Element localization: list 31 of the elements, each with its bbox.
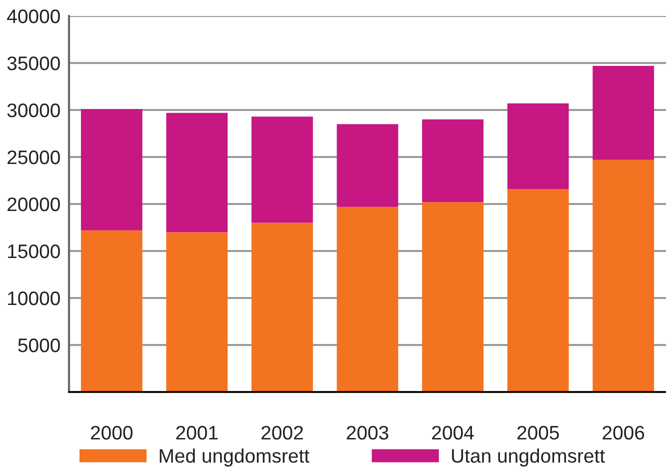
bar	[336, 206, 398, 392]
bar	[592, 160, 654, 392]
bar	[422, 202, 484, 392]
y-tick-label: 25000	[8, 150, 60, 164]
bar	[166, 112, 228, 232]
x-tick-label: 2000	[90, 426, 133, 440]
bar	[336, 124, 398, 207]
y-tick-label: 20000	[8, 197, 60, 212]
bar	[80, 230, 142, 392]
x-tick-label: 2002	[262, 426, 303, 440]
legend-label: Utan ungdomsrett	[452, 448, 605, 467]
bar	[422, 119, 484, 202]
x-tick-label: 2001	[176, 426, 218, 440]
bar	[507, 103, 569, 189]
x-tick-label: 2003	[346, 426, 388, 440]
y-tick-label: 40000	[7, 9, 60, 24]
y-tick-label: 15000	[8, 244, 60, 258]
x-tick-label: 2005	[517, 426, 559, 440]
y-tick-label: 30000	[7, 103, 60, 118]
legend-label: Med ungdomsrett	[160, 448, 310, 467]
bar	[166, 232, 228, 392]
y-tick-label: 5000	[18, 338, 60, 352]
bar	[80, 109, 142, 230]
bar	[507, 188, 569, 392]
y-tick-label: 10000	[8, 291, 60, 306]
bar	[252, 222, 313, 392]
x-tick-label: 2004	[432, 426, 474, 440]
y-tick-label: 35000	[7, 56, 60, 70]
x-tick-label: 2006	[602, 426, 644, 440]
bar	[592, 66, 654, 160]
bar	[252, 116, 313, 223]
